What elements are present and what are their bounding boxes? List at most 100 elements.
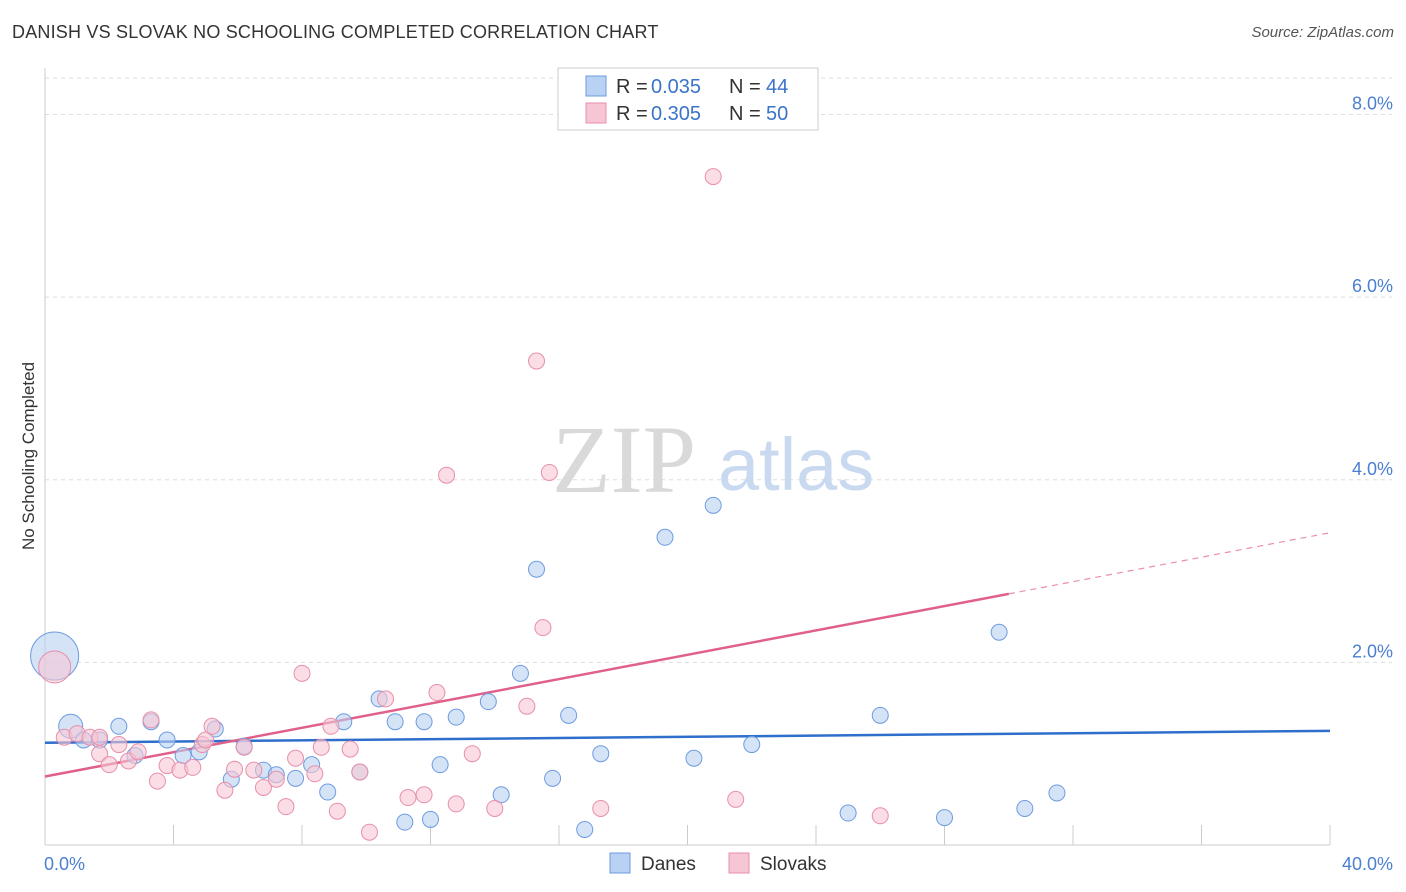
point-slovaks-19 — [226, 760, 244, 778]
legend-r-label-slovaks: R = — [616, 103, 648, 125]
point-slovaks-37 — [428, 684, 446, 702]
point-slovaks-43 — [528, 352, 546, 370]
point-slovaks-7 — [110, 736, 128, 754]
point-danes-36 — [685, 749, 703, 767]
point-slovaks-28 — [312, 738, 330, 756]
legend-n-label-danes: N = — [729, 76, 761, 98]
point-danes-15 — [287, 769, 305, 787]
point-slovaks-22 — [254, 778, 272, 796]
point-danes-40 — [871, 706, 889, 724]
point-danes-27 — [479, 693, 497, 711]
point-danes-32 — [560, 706, 578, 724]
point-danes-21 — [386, 713, 404, 731]
x-tick-label-min: 0.0% — [44, 854, 85, 874]
point-slovaks-11 — [148, 772, 166, 790]
point-danes-26 — [447, 708, 465, 726]
point-danes-25 — [431, 756, 449, 774]
point-slovaks-41 — [486, 799, 504, 817]
legend-swatch-danes — [585, 75, 607, 97]
point-danes-22 — [396, 813, 414, 831]
point-slovaks-4 — [91, 728, 109, 746]
point-danes-28 — [492, 786, 510, 804]
point-slovaks-35 — [399, 789, 417, 807]
y-tick-label-8: 8.0% — [1352, 94, 1393, 114]
point-slovaks-40 — [463, 745, 481, 763]
point-danes-29 — [511, 664, 529, 682]
point-danes-42 — [990, 623, 1008, 641]
watermark: ZIP atlas — [552, 406, 874, 513]
trend-line-slovaks — [44, 592, 1009, 778]
point-slovaks-17 — [203, 717, 221, 735]
point-danes-30 — [528, 560, 546, 578]
y-tick-label-6: 6.0% — [1352, 276, 1393, 296]
point-slovaks-30 — [328, 802, 346, 820]
point-slovaks-48 — [727, 790, 745, 808]
legend-n-label-slovaks: N = — [729, 103, 761, 125]
point-slovaks-49 — [871, 807, 889, 825]
point-slovaks-26 — [293, 664, 311, 682]
point-slovaks-10 — [142, 711, 160, 729]
source-label: Source: ZipAtlas.com — [1251, 24, 1394, 41]
top-legend: R = 0.035 N = 44 R = 0.305 N = 50 — [557, 67, 819, 131]
y-tick-label-2: 2.0% — [1352, 641, 1393, 661]
x-tick-label-max: 40.0% — [1342, 854, 1393, 874]
point-slovaks-32 — [351, 763, 369, 781]
point-slovaks-16 — [197, 731, 215, 749]
point-danes-23 — [415, 713, 433, 731]
data-points — [30, 168, 1066, 841]
point-danes-7 — [158, 731, 176, 749]
legend-r-label-danes: R = — [616, 76, 648, 98]
point-slovaks-39 — [447, 795, 465, 813]
bottom-legend-label-slovaks: Slovaks — [760, 854, 827, 875]
point-slovaks-33 — [360, 823, 378, 841]
grid-lines — [45, 77, 1392, 663]
point-slovaks-36 — [415, 786, 433, 804]
trend-line-danes — [44, 729, 1331, 744]
point-slovaks-34 — [377, 690, 395, 708]
legend-n-value-slovaks: 50 — [766, 103, 788, 125]
point-danes-38 — [743, 736, 761, 754]
point-slovaks-21 — [245, 761, 263, 779]
chart-title: DANISH VS SLOVAK NO SCHOOLING COMPLETED … — [12, 22, 659, 42]
bottom-legend-swatch-slovaks — [728, 852, 750, 874]
legend-r-value-danes: 0.035 — [651, 76, 701, 98]
trend-extension-slovaks — [1008, 532, 1331, 595]
point-danes-41 — [936, 809, 953, 827]
trend-lines — [44, 532, 1331, 778]
point-slovaks-14 — [184, 758, 202, 776]
point-slovaks-18 — [216, 781, 234, 799]
point-slovaks-27 — [306, 765, 324, 783]
point-slovaks-44 — [534, 619, 552, 637]
point-slovaks-31 — [341, 740, 359, 758]
point-slovaks-38 — [438, 466, 456, 484]
point-slovaks-0 — [38, 650, 72, 684]
point-danes-24 — [422, 810, 439, 828]
bottom-legend-label-danes: Danes — [641, 854, 696, 875]
point-danes-33 — [576, 820, 594, 838]
legend-r-value-slovaks: 0.305 — [651, 103, 701, 125]
bottom-legend: Danes Slovaks — [609, 852, 827, 875]
point-slovaks-23 — [267, 770, 285, 788]
point-danes-44 — [1048, 784, 1066, 802]
y-axis-title: No Schooling Completed — [19, 362, 38, 550]
point-slovaks-5 — [91, 745, 109, 763]
legend-n-value-danes: 44 — [766, 76, 788, 98]
point-slovaks-45 — [540, 463, 558, 481]
y-tick-label-4: 4.0% — [1352, 459, 1393, 479]
point-danes-4 — [110, 717, 128, 735]
point-slovaks-29 — [322, 717, 340, 735]
point-danes-43 — [1016, 799, 1034, 817]
point-slovaks-9 — [129, 743, 147, 761]
point-danes-35 — [656, 528, 674, 546]
watermark-atlas: atlas — [718, 423, 874, 506]
axes — [44, 68, 1331, 846]
point-slovaks-47 — [704, 168, 722, 186]
point-slovaks-25 — [287, 749, 305, 767]
point-slovaks-24 — [277, 798, 295, 816]
point-slovaks-42 — [518, 697, 536, 715]
watermark-zip: ZIP — [552, 406, 696, 513]
point-danes-17 — [319, 783, 337, 801]
point-danes-37 — [704, 496, 722, 514]
bottom-legend-swatch-danes — [609, 852, 631, 874]
